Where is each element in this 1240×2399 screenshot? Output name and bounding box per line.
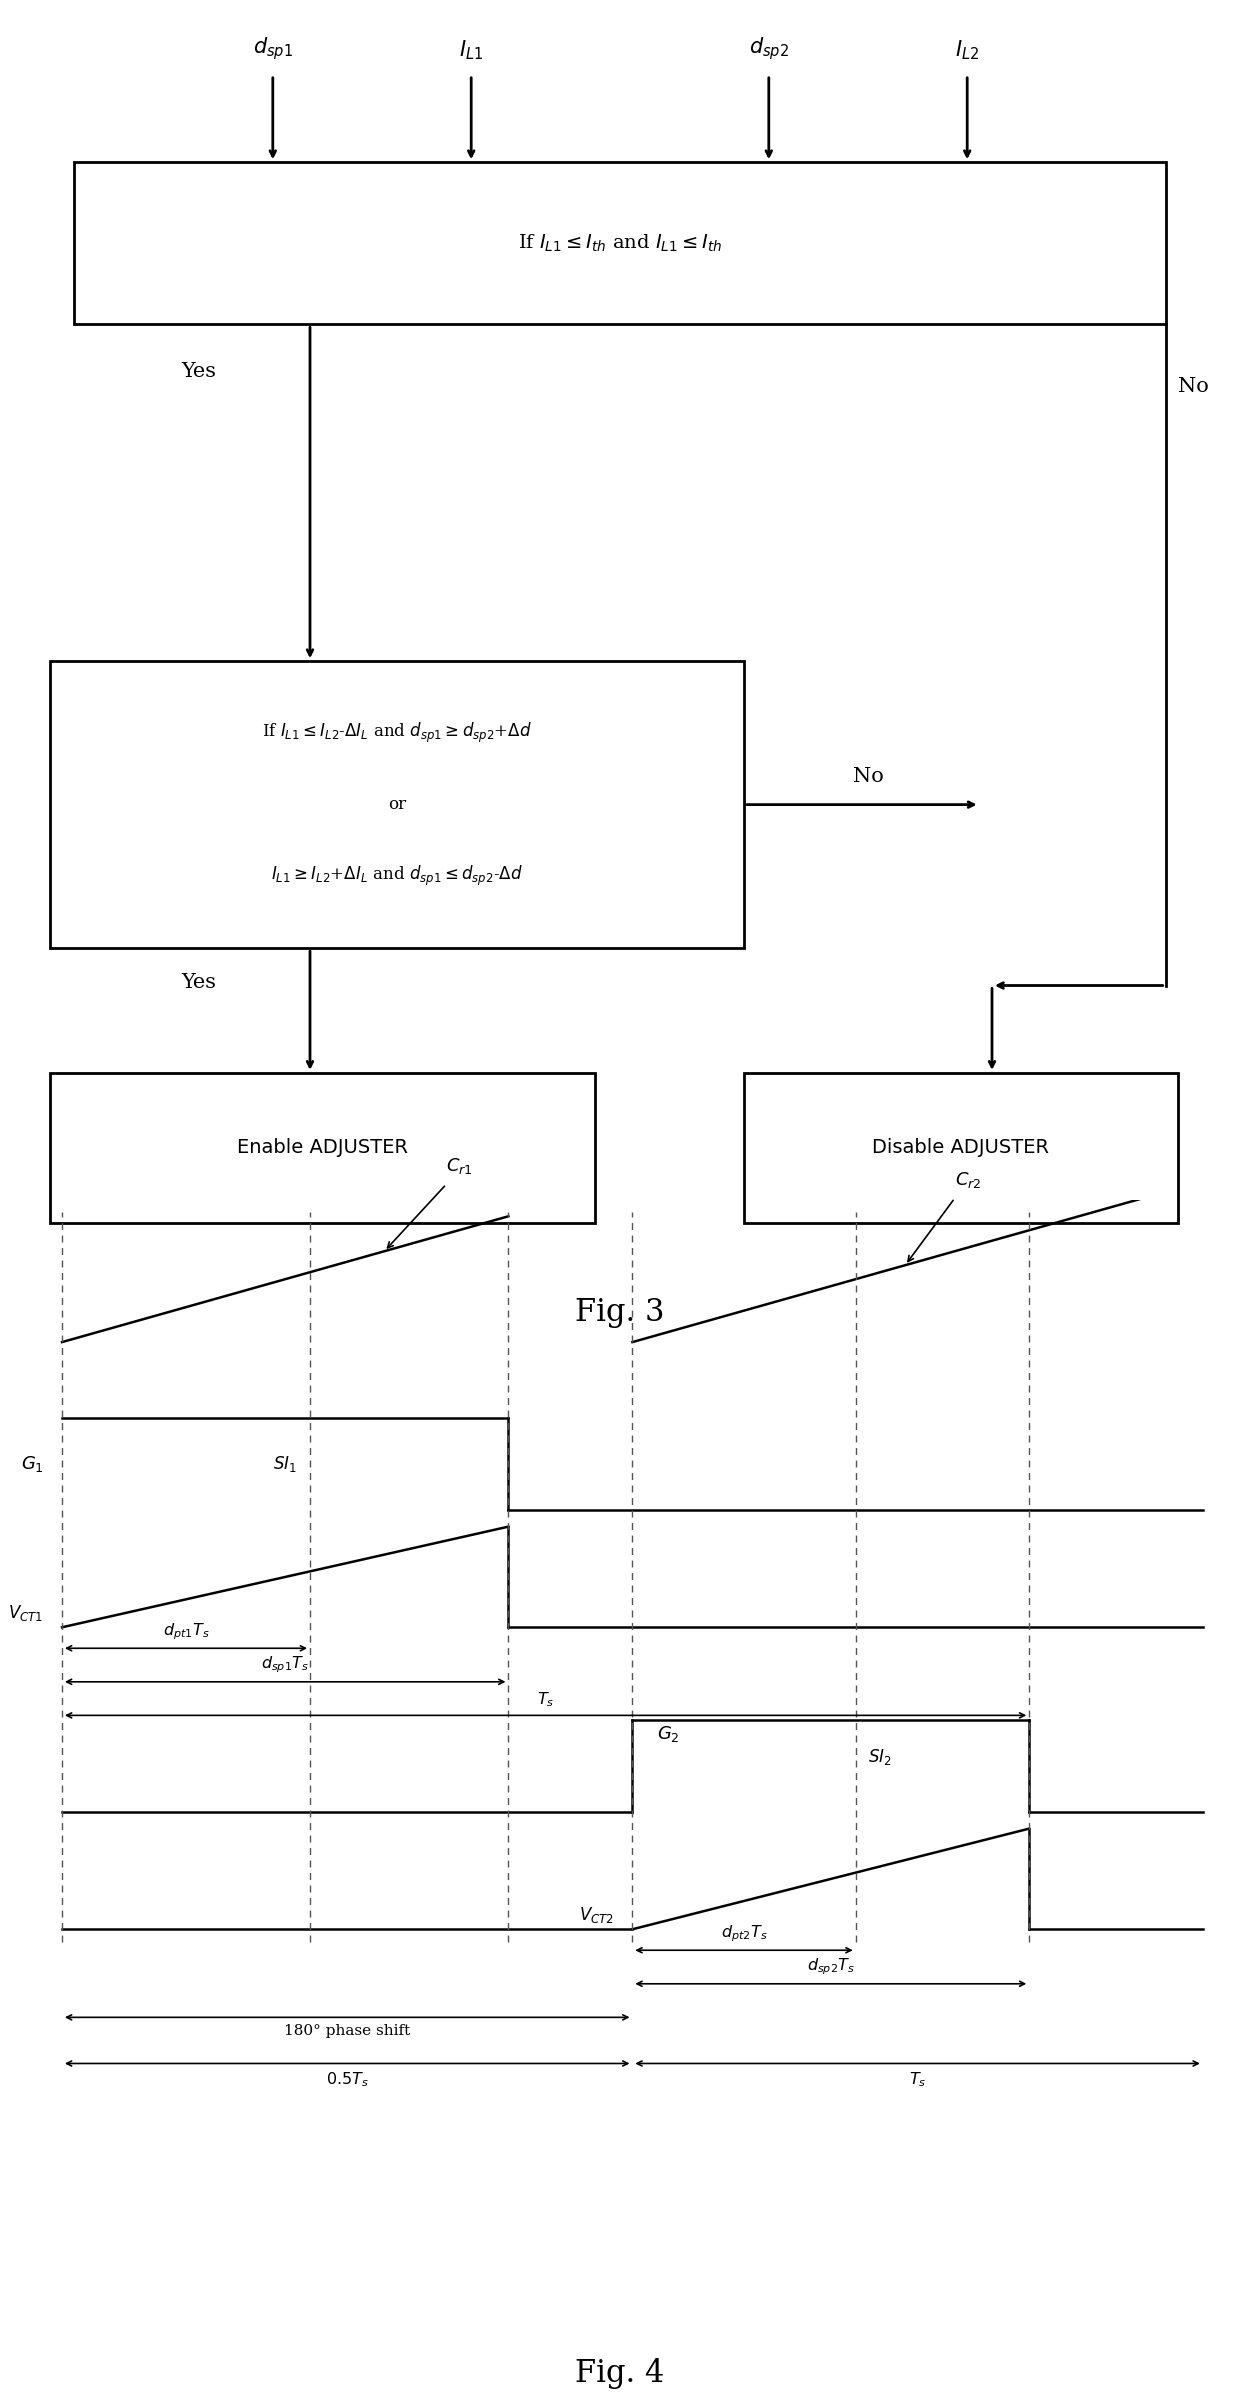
- Text: Yes: Yes: [181, 362, 216, 381]
- Text: $V_{CT1}$: $V_{CT1}$: [9, 1603, 43, 1624]
- Text: Fig. 3: Fig. 3: [575, 1298, 665, 1329]
- Text: $I_{L1} \geq I_{L2}$+$\Delta I_L$ and $d_{sp1} \leq d_{sp2}$-$\Delta d$: $I_{L1} \geq I_{L2}$+$\Delta I_L$ and $d…: [270, 864, 523, 888]
- Text: Enable ADJUSTER: Enable ADJUSTER: [237, 1137, 408, 1156]
- Text: $T_s$: $T_s$: [909, 2070, 926, 2090]
- Text: No: No: [853, 768, 883, 787]
- Text: $d_{sp1}$: $d_{sp1}$: [253, 36, 293, 62]
- Text: $C_{r2}$: $C_{r2}$: [955, 1171, 981, 1190]
- Text: 180° phase shift: 180° phase shift: [284, 2025, 410, 2039]
- Text: Disable ADJUSTER: Disable ADJUSTER: [873, 1137, 1049, 1156]
- Text: $C_{r1}$: $C_{r1}$: [446, 1156, 472, 1176]
- Text: If $I_{L1} \leq I_{L2}$-$\Delta I_L$ and $d_{sp1} \geq d_{sp2}$+$\Delta d$: If $I_{L1} \leq I_{L2}$-$\Delta I_L$ and…: [262, 720, 532, 746]
- FancyBboxPatch shape: [74, 163, 1166, 324]
- Text: $I_{L2}$: $I_{L2}$: [955, 38, 980, 62]
- Text: Yes: Yes: [181, 974, 216, 993]
- FancyBboxPatch shape: [50, 1072, 595, 1223]
- Text: $T_s$: $T_s$: [537, 1689, 554, 1708]
- Text: No: No: [1178, 377, 1209, 396]
- Text: $d_{sp1}T_s$: $d_{sp1}T_s$: [262, 1655, 309, 1675]
- Text: $SI_2$: $SI_2$: [868, 1746, 892, 1768]
- Text: Fig. 4: Fig. 4: [575, 2358, 665, 2389]
- Text: $d_{sp2}$: $d_{sp2}$: [749, 36, 789, 62]
- Text: $V_{CT2}$: $V_{CT2}$: [579, 1905, 614, 1924]
- Text: $G_1$: $G_1$: [21, 1454, 43, 1473]
- Text: $0.5T_s$: $0.5T_s$: [326, 2070, 368, 2090]
- Text: $I_{L1}$: $I_{L1}$: [459, 38, 484, 62]
- Text: If $I_{L1} \leq I_{th}$ and $I_{L1} \leq I_{th}$: If $I_{L1} \leq I_{th}$ and $I_{L1} \leq…: [518, 233, 722, 254]
- Text: $d_{sp2}T_s$: $d_{sp2}T_s$: [807, 1958, 854, 1977]
- Text: $SI_1$: $SI_1$: [273, 1454, 298, 1473]
- FancyBboxPatch shape: [50, 662, 744, 948]
- Text: or: or: [388, 796, 405, 813]
- FancyBboxPatch shape: [744, 1072, 1178, 1223]
- Text: $G_2$: $G_2$: [657, 1725, 680, 1744]
- Text: $d_{pt2}T_s$: $d_{pt2}T_s$: [720, 1924, 768, 1943]
- Text: $d_{pt1}T_s$: $d_{pt1}T_s$: [162, 1622, 210, 1641]
